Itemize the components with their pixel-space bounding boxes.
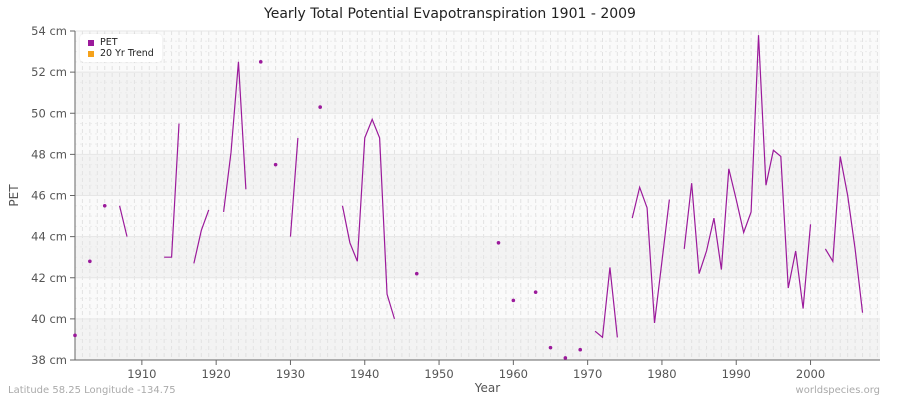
svg-text:1920: 1920 bbox=[202, 367, 231, 381]
legend-item-pet: PET bbox=[88, 37, 154, 48]
svg-text:1930: 1930 bbox=[276, 367, 305, 381]
svg-text:1950: 1950 bbox=[424, 367, 453, 381]
svg-text:46 cm: 46 cm bbox=[31, 189, 67, 203]
svg-text:Year: Year bbox=[474, 381, 500, 395]
svg-text:42 cm: 42 cm bbox=[31, 271, 67, 285]
chart-title: Yearly Total Potential Evapotranspiratio… bbox=[264, 6, 636, 22]
trend-swatch-icon bbox=[88, 50, 94, 57]
svg-text:2000: 2000 bbox=[796, 367, 825, 381]
svg-text:52 cm: 52 cm bbox=[31, 65, 67, 79]
svg-text:PET: PET bbox=[7, 184, 21, 207]
legend-label-trend: 20 Yr Trend bbox=[100, 48, 154, 59]
svg-text:1940: 1940 bbox=[350, 367, 379, 381]
svg-text:1960: 1960 bbox=[499, 367, 528, 381]
legend-label-pet: PET bbox=[100, 37, 118, 48]
legend-item-trend: 20 Yr Trend bbox=[88, 48, 154, 59]
svg-text:1980: 1980 bbox=[647, 367, 676, 381]
source-label: worldspecies.org bbox=[795, 385, 880, 396]
svg-text:1990: 1990 bbox=[722, 367, 751, 381]
location-label: Latitude 58.25 Longitude -134.75 bbox=[8, 385, 176, 396]
svg-text:40 cm: 40 cm bbox=[31, 312, 67, 326]
svg-text:1910: 1910 bbox=[127, 367, 156, 381]
svg-text:38 cm: 38 cm bbox=[31, 353, 67, 367]
svg-text:50 cm: 50 cm bbox=[31, 106, 67, 120]
svg-text:44 cm: 44 cm bbox=[31, 230, 67, 244]
svg-text:54 cm: 54 cm bbox=[31, 24, 67, 38]
svg-text:48 cm: 48 cm bbox=[31, 147, 67, 161]
svg-text:1970: 1970 bbox=[573, 367, 602, 381]
pet-swatch-icon bbox=[88, 39, 94, 46]
chart-legend: PET 20 Yr Trend bbox=[80, 34, 162, 62]
